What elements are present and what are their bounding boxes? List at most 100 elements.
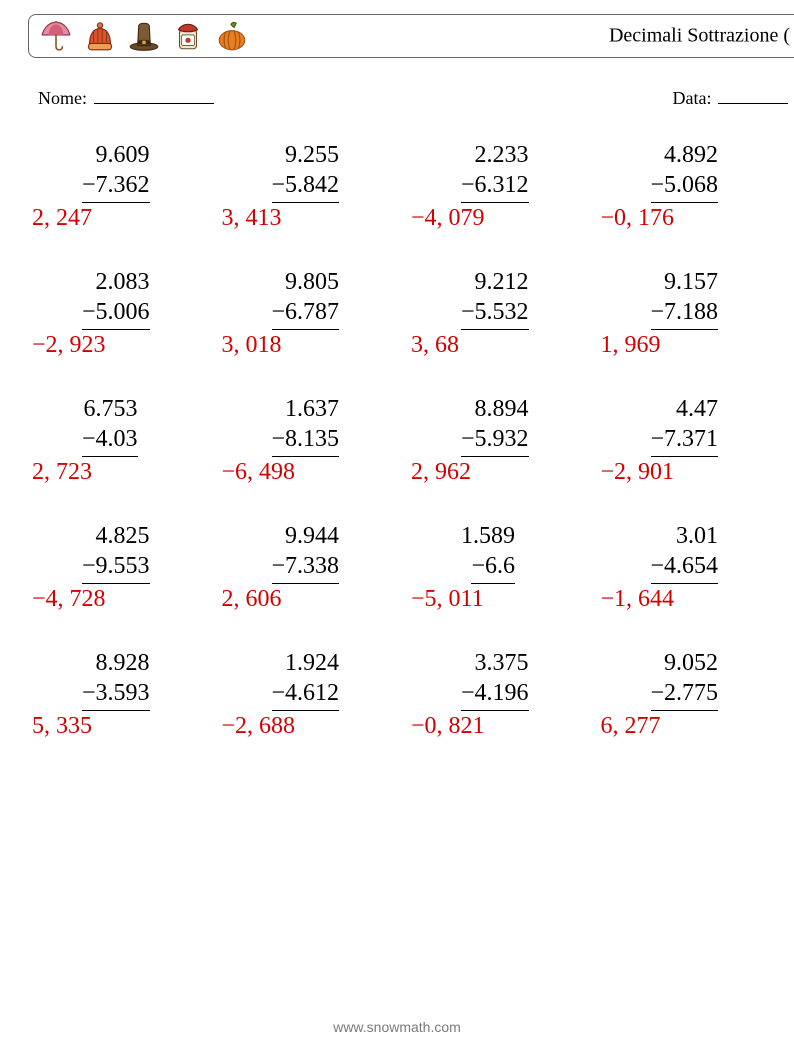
knit-hat-icon [83,19,117,53]
minuend: 3.01 [676,521,718,551]
answer: 5, 335 [32,711,92,741]
answer: −4, 728 [32,584,106,614]
answer: 2, 606 [222,584,282,614]
answer: −5, 011 [411,584,484,614]
problem-number-block: 9.944−7.338 [272,521,340,584]
problem-number-block: 8.894−5.932 [461,394,529,457]
subtrahend: −4.612 [272,678,340,711]
worksheet-title: Decimali Sottrazione ( [609,25,790,48]
problem-cell: 8.894−5.9322, 962 [407,394,597,487]
problem-number-block: 3.375−4.196 [461,648,529,711]
worksheet-page: Decimali Sottrazione ( Nome: Data: 9.609… [0,0,794,1053]
answer: −2, 901 [601,457,675,487]
answer: 2, 247 [32,203,92,233]
subtrahend: −4.03 [82,424,138,457]
subtrahend: −5.932 [461,424,529,457]
problem-cell: 8.928−3.5935, 335 [28,648,218,741]
subtrahend: −2.775 [651,678,719,711]
problem-number-block: 6.753−4.03 [82,394,138,457]
answer: 2, 723 [32,457,92,487]
problem-cell: 4.825−9.553−4, 728 [28,521,218,614]
problem-cell: 4.47−7.371−2, 901 [597,394,787,487]
answer: −2, 923 [32,330,106,360]
problem-cell: 1.589−6.6−5, 011 [407,521,597,614]
footer-url: www.snowmath.com [0,1019,794,1035]
icon-row [39,19,249,53]
subtrahend: −4.196 [461,678,529,711]
answer: −2, 688 [222,711,296,741]
subtrahend: −5.068 [651,170,719,203]
answer: −0, 821 [411,711,485,741]
header-band: Decimali Sottrazione ( [28,14,794,58]
problem-number-block: 9.255−5.842 [272,140,340,203]
problem-number-block: 1.924−4.612 [272,648,340,711]
minuend: 9.609 [96,140,150,170]
problem-number-block: 4.47−7.371 [651,394,719,457]
problem-cell: 2.233−6.312−4, 079 [407,140,597,233]
problem-number-block: 1.637−8.135 [272,394,340,457]
pumpkin-icon [215,19,249,53]
subtrahend: −5.532 [461,297,529,330]
minuend: 1.637 [285,394,339,424]
answer: 6, 277 [601,711,661,741]
date-label: Data: [673,88,712,108]
minuend: 3.375 [475,648,529,678]
name-label-wrap: Nome: [38,88,214,109]
subtrahend: −3.593 [82,678,150,711]
answer: 2, 962 [411,457,471,487]
subtrahend: −6.312 [461,170,529,203]
problem-cell: 3.01−4.654−1, 644 [597,521,787,614]
minuend: 8.894 [475,394,529,424]
minuend: 1.924 [285,648,339,678]
subtrahend: −8.135 [272,424,340,457]
date-blank [718,103,788,104]
minuend: 2.233 [475,140,529,170]
problem-number-block: 4.892−5.068 [651,140,719,203]
problem-number-block: 9.212−5.532 [461,267,529,330]
problem-cell: 4.892−5.068−0, 176 [597,140,787,233]
answer: 1, 969 [601,330,661,360]
answer: 3, 413 [222,203,282,233]
answer: 3, 68 [411,330,459,360]
answer: 3, 018 [222,330,282,360]
date-label-wrap: Data: [673,88,788,109]
jam-jar-icon [171,19,205,53]
subtrahend: −5.006 [82,297,150,330]
pilgrim-hat-icon [127,19,161,53]
minuend: 8.928 [96,648,150,678]
subtrahend: −7.338 [272,551,340,584]
umbrella-icon [39,19,73,53]
problem-number-block: 2.233−6.312 [461,140,529,203]
problems-grid: 9.609−7.3622, 2479.255−5.8423, 4132.233−… [28,140,786,741]
problem-number-block: 9.157−7.188 [651,267,719,330]
subtrahend: −6.6 [471,551,515,584]
minuend: 9.805 [285,267,339,297]
subtrahend: −6.787 [272,297,340,330]
subtrahend: −7.362 [82,170,150,203]
answer: −0, 176 [601,203,675,233]
problem-cell: 9.212−5.5323, 68 [407,267,597,360]
minuend: 2.083 [96,267,150,297]
problem-number-block: 8.928−3.593 [82,648,150,711]
answer: −6, 498 [222,457,296,487]
problem-number-block: 9.805−6.787 [272,267,340,330]
answer: −1, 644 [601,584,675,614]
minuend: 1.589 [461,521,515,551]
problem-number-block: 3.01−4.654 [651,521,719,584]
subtrahend: −7.371 [651,424,719,457]
meta-line: Nome: Data: [38,88,794,109]
minuend: 9.052 [664,648,718,678]
problem-number-block: 4.825−9.553 [82,521,150,584]
problem-cell: 6.753−4.032, 723 [28,394,218,487]
name-label: Nome: [38,88,87,108]
answer: −4, 079 [411,203,485,233]
problem-cell: 9.157−7.1881, 969 [597,267,787,360]
problem-number-block: 9.609−7.362 [82,140,150,203]
problem-cell: 9.052−2.7756, 277 [597,648,787,741]
minuend: 4.892 [664,140,718,170]
problem-cell: 9.609−7.3622, 247 [28,140,218,233]
minuend: 4.47 [676,394,718,424]
minuend: 4.825 [96,521,150,551]
subtrahend: −5.842 [272,170,340,203]
minuend: 9.212 [475,267,529,297]
